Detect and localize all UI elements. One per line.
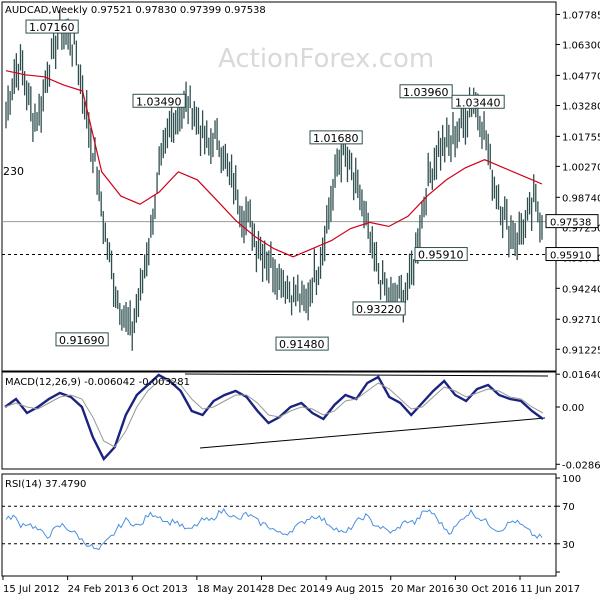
price-annotation: 0.95910 [414, 247, 468, 262]
price-ytick-label: 1.04770 [562, 71, 600, 82]
price-annotation-box [352, 301, 406, 316]
macd-ytick-label: -0.028636 [562, 460, 600, 471]
macd-ytick-label: 0.016409 [562, 370, 600, 381]
rsi-panel-frame [1, 473, 557, 577]
x-tick-label: 11 Jun 2017 [520, 584, 580, 595]
macd-signal-line [4, 378, 544, 448]
price-annotation-box [414, 247, 468, 262]
price-annotation-label: 0.91480 [279, 338, 325, 351]
price-annotation: 1.01680 [309, 130, 363, 145]
price-ytick-label: 0.98740 [562, 193, 600, 204]
x-tick-label: 20 Mar 2016 [391, 584, 454, 595]
left-edge-label: 230 [3, 165, 24, 178]
price-annotation-label: 1.01680 [313, 132, 359, 145]
price-annotation-label: 1.03440 [455, 96, 501, 109]
macd-lower-trendline [199, 417, 546, 449]
price-layer: 1.07160 1.03490 1.01680 1.03960 1.03440 0.959… [2, 9, 556, 351]
price-ytick-label: 0.94240 [562, 284, 600, 295]
price-annotation: 1.03440 [451, 94, 505, 109]
rsi-ytick-label: 100 [562, 474, 581, 485]
macd-upper-trendline [184, 373, 549, 377]
price-annotation-label: 1.03490 [136, 95, 182, 108]
x-tick-label: 30 Oct 2016 [455, 584, 517, 595]
price-annotation-box [25, 19, 79, 34]
axis-layer: 1.07785 1.06300 1.04770 1.03280 1.01755 1.002… [2, 10, 600, 595]
x-tick-label: 28 Dec 2014 [262, 584, 326, 595]
rsi-title: RSI(14) 37.4790 [5, 479, 86, 490]
price-annotation: 0.91480 [275, 336, 329, 351]
rsi-ytick-label: 30 [562, 540, 575, 551]
level-price-tag-label: 0.95910 [550, 251, 591, 262]
price-annotation-box [451, 94, 505, 109]
price-chart-title: AUDCAD,Weekly 0.97521 0.97830 0.97399 0.… [5, 5, 266, 16]
macd-panel-frame [1, 371, 557, 470]
x-tick-label: 9 Aug 2015 [326, 584, 384, 595]
price-ytick-label: 1.06300 [562, 40, 600, 51]
price-annotation-box [132, 93, 186, 108]
macd-layer [4, 373, 549, 462]
price-annotation: 1.03960 [399, 84, 453, 99]
price-ytick-label: 1.03280 [562, 102, 600, 113]
price-panel-frame [1, 1, 557, 372]
price-annotation-box [309, 130, 363, 145]
price-annotation: 0.91690 [55, 332, 109, 347]
x-tick-label: 15 Jul 2012 [3, 584, 60, 595]
rsi-layer [2, 505, 556, 551]
rsi-ytick-label: 70 [562, 502, 575, 513]
last-price-tag: 0.97538 [545, 214, 599, 229]
macd-ytick-label: 0.00 [562, 403, 584, 414]
watermark: ActionForex.com [218, 44, 434, 74]
x-tick-label: 18 May 2014 [197, 584, 262, 595]
last-price-tag-label: 0.97538 [550, 218, 591, 229]
price-ytick-label: 1.01755 [562, 132, 600, 143]
price-ytick-label: 1.00270 [562, 162, 600, 173]
macd-line [4, 373, 544, 462]
price-annotation-box [275, 336, 329, 351]
price-annotation-label: 1.03960 [403, 86, 449, 99]
price-annotation: 1.07160 [25, 19, 79, 34]
price-annotation-label: 0.95910 [418, 249, 464, 262]
price-annotation-label: 0.91690 [59, 334, 105, 347]
price-annotation-box [399, 84, 453, 99]
last-price-tag-box [545, 214, 599, 229]
x-tick-label: 24 Feb 2013 [68, 584, 130, 595]
price-annotation: 1.03490 [132, 93, 186, 108]
rsi-line [5, 507, 543, 551]
price-ytick-label: 1.07785 [562, 10, 600, 21]
macd-title: MACD(12,26,9) -0.006042 -0.003281 [5, 377, 190, 388]
x-tick-label: 6 Oct 2013 [132, 584, 187, 595]
level-price-tag-box [545, 247, 599, 262]
price-ytick-label: 0.97250 [562, 223, 600, 234]
price-ytick-label: 0.92710 [562, 315, 600, 326]
price-annotation-box [55, 332, 109, 347]
price-annotation: 0.93220 [352, 301, 406, 316]
moving-average-line [5, 70, 543, 258]
level-price-tag: 0.95910 [545, 247, 599, 262]
price-ytick-label: 0.91225 [562, 345, 600, 356]
price-annotation-label: 1.07160 [29, 21, 75, 34]
price-annotation-label: 0.93220 [356, 303, 402, 316]
